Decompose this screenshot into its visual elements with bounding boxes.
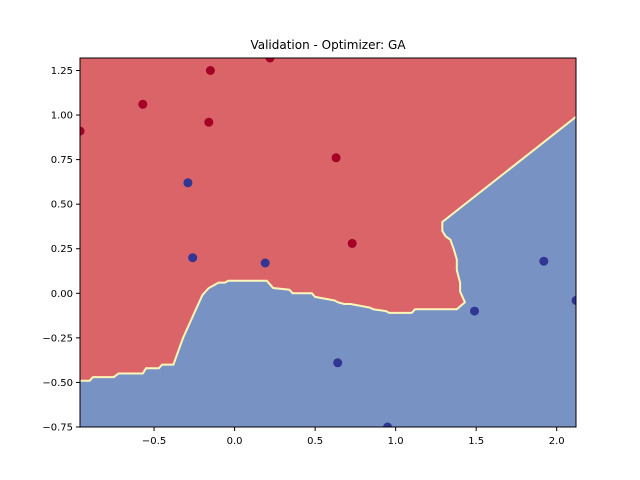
red-data-point [80, 126, 85, 136]
y-tick-label: −0.25 [42, 333, 73, 344]
data-points [80, 58, 576, 427]
y-axis: −0.75 −0.50 −0.25 0.00 0.25 0.50 0.75 1.00 1.25 [42, 66, 80, 434]
chart-title: Validation - Optimizer: GA [250, 38, 406, 52]
x-tick-label: 2.0 [549, 436, 565, 447]
y-tick-label: 0.25 [51, 244, 73, 255]
red-data-point [138, 99, 148, 109]
x-tick-label: 0.0 [227, 436, 243, 447]
x-tick-label: 1.0 [388, 436, 404, 447]
red-data-point [347, 238, 357, 248]
blue-data-point [188, 253, 198, 263]
red-data-point [204, 117, 214, 127]
blue-data-point [383, 422, 393, 427]
plot-frame [79, 57, 577, 428]
decision-boundary [80, 116, 576, 382]
blue-data-point [470, 306, 479, 316]
blue-data-point [260, 258, 270, 268]
y-tick-label: 1.00 [51, 111, 73, 122]
y-tick-label: −0.50 [42, 378, 73, 389]
y-tick-label: 1.25 [51, 66, 73, 77]
x-axis: −0.5 0.0 0.5 1.0 1.5 2.0 [142, 427, 565, 447]
red-data-point [205, 66, 215, 75]
blue-data-point [333, 358, 343, 368]
plot-area [80, 58, 576, 427]
blue-data-point [183, 178, 193, 188]
y-tick-label: 0.50 [51, 200, 73, 211]
blue-class-region [80, 116, 576, 427]
red-data-point [265, 58, 275, 63]
x-tick-label: −0.5 [142, 436, 166, 447]
y-tick-label: 0.00 [51, 289, 73, 300]
x-tick-label: 1.5 [468, 436, 484, 447]
x-tick-label: 0.5 [307, 436, 323, 447]
blue-data-point [571, 295, 576, 305]
y-tick-label: −0.75 [42, 423, 73, 434]
y-tick-label: 0.75 [51, 155, 73, 166]
red-data-point [331, 153, 341, 163]
blue-data-point [539, 256, 549, 266]
